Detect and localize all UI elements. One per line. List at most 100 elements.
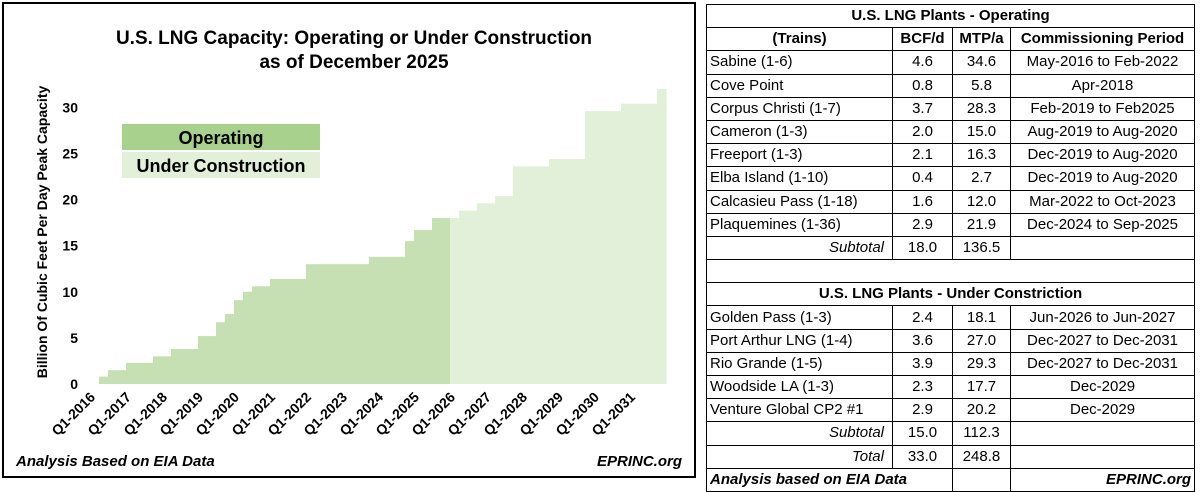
subtotal-label: Subtotal [706, 421, 893, 446]
operating-area-step [342, 264, 352, 384]
operating-subtotal-row: Subtotal 18.0 136.5 [706, 235, 1196, 261]
bcf-cell: 4.6 [892, 50, 953, 75]
mtp-cell: 5.8 [952, 73, 1011, 98]
under-construction-area-step [477, 203, 487, 384]
mtp-cell: 18.1 [952, 305, 1011, 330]
chart-title: U.S. LNG Capacity: Operating or Under Co… [116, 28, 592, 49]
mtp-cell: 29.3 [952, 351, 1011, 377]
period-cell: Dec-2029 [1009, 398, 1196, 423]
construction-title-row: U.S. LNG Plants - Under Constriction [705, 282, 1196, 307]
under-construction-area-step [648, 103, 658, 384]
chart-panel: 0 5 10 15 20 25 30 Q1-2016 Q1-2017 Q1-2018 Q1-2019… [2, 2, 696, 478]
operating-area-step [369, 256, 379, 384]
y-tick-label: 10 [62, 284, 78, 300]
bcf-cell: 3.6 [892, 328, 953, 353]
period-cell: Dec-2027 to Dec-2031 [1009, 351, 1196, 377]
y-axis-label: Billion Of Cubic Feet Per Day Peak Capac… [34, 86, 50, 379]
table-row: Rio Grande (1-5) 3.9 29.3 Dec-2027 to Dec-2… [706, 351, 1196, 377]
operating-area-step [144, 362, 154, 384]
plant-name-cell: Golden Pass (1-3) [706, 305, 893, 330]
column-header: Commissioning Period [1009, 27, 1196, 52]
operating-area-step [135, 362, 145, 384]
subtotal-label: Subtotal [706, 235, 893, 261]
operating-area-step [234, 300, 244, 384]
under-construction-area-step [513, 166, 523, 384]
empty-cell [1009, 421, 1196, 446]
table-row: Corpus Christi (1-7) 3.7 28.3 Feb-2019 to F… [706, 96, 1196, 121]
operating-area-step [99, 376, 109, 385]
total-label: Total [706, 444, 893, 469]
operating-area-step [252, 286, 262, 384]
table-row: Sabine (1-6) 4.6 34.6 May-2016 to Feb-2022 [706, 50, 1196, 75]
mtp-cell: 20.2 [952, 398, 1011, 423]
period-cell: May-2016 to Feb-2022 [1009, 50, 1196, 75]
operating-area-step [261, 286, 271, 384]
operating-area-step [324, 264, 334, 384]
operating-area-step [117, 370, 127, 384]
operating-area-step [396, 256, 406, 384]
table-row: Port Arthur LNG (1-4) 3.6 27.0 Dec-2027 to … [706, 328, 1196, 353]
under-construction-area-step [585, 111, 595, 385]
operating-area-step [270, 278, 280, 384]
period-cell: Jun-2026 to Jun-2027 [1009, 305, 1196, 330]
under-construction-area-step [522, 166, 532, 384]
plant-name-cell: Rio Grande (1-5) [706, 351, 893, 377]
y-tick-label: 20 [62, 192, 78, 208]
bcf-cell: 2.1 [892, 143, 953, 168]
bcf-cell: 3.9 [892, 351, 953, 377]
legend-under-construction-swatch [122, 152, 320, 178]
total-bcf: 33.0 [892, 444, 953, 469]
bcf-cell: 0.8 [892, 73, 953, 98]
under-construction-area-step [504, 195, 514, 384]
legend-under-construction-label: Under Construction [137, 156, 306, 176]
plants-table-panel: U.S. LNG Plants - Operating (Trains) BCF/d… [705, 3, 1196, 492]
bcf-cell: 3.7 [892, 96, 953, 121]
under-construction-area-step [549, 159, 559, 384]
under-construction-area-step [486, 203, 496, 384]
chart-footer-brand: EPRINC.org [597, 453, 682, 470]
plant-name-cell: Plaquemines (1-36) [706, 212, 893, 237]
table-row: Golden Pass (1-3) 2.4 18.1 Jun-2026 to Jun-… [706, 305, 1196, 330]
operating-area-step [333, 264, 343, 384]
table-row: Cove Point 0.8 5.8 Apr-2018 [706, 73, 1196, 98]
period-cell: Dec-2029 [1009, 374, 1196, 400]
bcf-cell: 2.9 [892, 398, 953, 423]
operating-area-step [243, 291, 253, 384]
y-tick-label: 30 [62, 99, 78, 115]
capacity-chart: 051015202530Q1-2016Q1-2017Q1-2018Q1-2019… [15, 28, 682, 470]
operating-area-step [108, 370, 118, 384]
operating-area-step [297, 278, 307, 384]
table-row: Freeport (1-3) 2.1 16.3 Dec-2019 to Aug-202… [706, 143, 1196, 168]
under-construction-area-step [558, 159, 568, 384]
bcf-cell: 2.9 [892, 212, 953, 237]
mtp-cell: 28.3 [952, 96, 1011, 121]
plant-name-cell: Freeport (1-3) [706, 143, 893, 168]
period-cell: Dec-2027 to Dec-2031 [1009, 328, 1196, 353]
mtp-cell: 34.6 [952, 50, 1011, 75]
operating-area-step [153, 356, 163, 384]
operating-area-step [351, 264, 361, 384]
operating-area-step [225, 313, 235, 384]
construction-table-title: U.S. LNG Plants - Under Constriction [705, 282, 1196, 307]
table-footer-source: Analysis based on EIA Data [706, 467, 953, 492]
operating-area-step [288, 278, 298, 384]
y-tick-label: 25 [62, 146, 78, 162]
plant-name-cell: Venture Global CP2 #1 [706, 398, 893, 423]
bcf-cell: 2.0 [892, 119, 953, 145]
mtp-cell: 16.3 [952, 143, 1011, 168]
table-row: Venture Global CP2 #1 2.9 20.2 Dec-2029 [706, 398, 1196, 423]
subtotal-mtp: 136.5 [952, 235, 1011, 261]
table-row: Plaquemines (1-36) 2.9 21.9 Dec-2024 to Sep… [706, 212, 1196, 237]
spacer-cell [705, 259, 1196, 284]
plant-name-cell: Port Arthur LNG (1-4) [706, 328, 893, 353]
operating-area-step [126, 362, 136, 384]
operating-area-step [198, 336, 208, 384]
spacer-row [705, 259, 1196, 284]
plant-name-cell: Elba Island (1-10) [706, 166, 893, 191]
bcf-cell: 2.3 [892, 374, 953, 400]
under-construction-area-step [531, 166, 541, 384]
plant-name-cell: Cameron (1-3) [706, 119, 893, 145]
operating-area-step [279, 278, 289, 384]
column-header: BCF/d [892, 27, 953, 52]
under-construction-area-step [630, 103, 640, 384]
